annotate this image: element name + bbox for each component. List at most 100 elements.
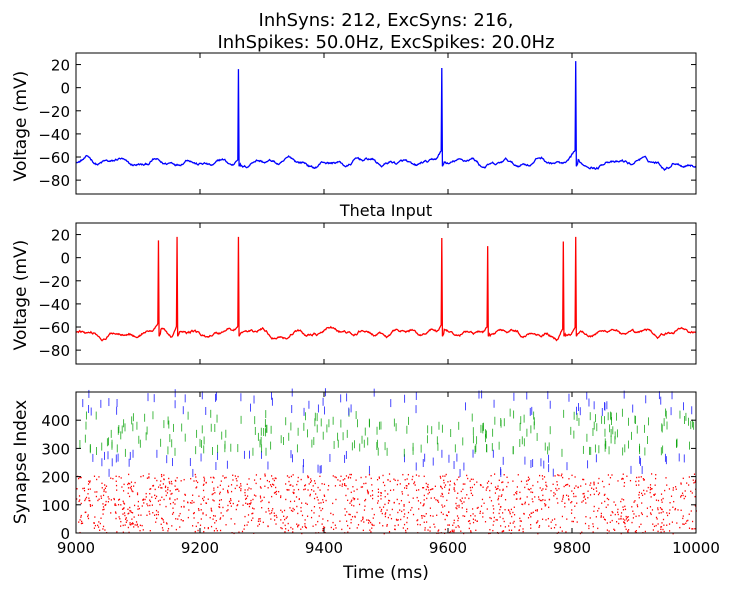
raster-spike-exc [80,522,83,525]
raster-spike-exc [600,512,602,515]
raster-spike-exc [407,511,410,514]
raster-spike-exc [320,502,322,504]
raster-spike-exc [425,513,427,515]
raster-spike-exc [571,490,573,492]
panel3-ytick-label: 200 [41,469,70,487]
raster-spike-exc [171,483,173,485]
panel1-ytick-label: 0 [60,80,70,98]
raster-spike-exc [212,499,214,501]
raster-spike-exc [389,480,391,483]
raster-spike-exc [448,488,450,490]
raster-spike-exc [293,492,295,494]
raster-spike-exc [167,488,169,491]
raster-spike-exc [139,529,141,532]
raster-spike-exc [267,507,270,510]
raster-spike-exc [666,524,668,526]
raster-spike-exc [628,529,630,531]
panel2-ylabel: Voltage (mV) [11,240,31,351]
raster-spike-exc [167,530,169,532]
raster-spike-exc [207,498,209,500]
raster-spike-exc [457,519,459,522]
raster-spike-exc [680,509,682,511]
raster-spike-exc [672,487,674,489]
raster-spike-exc [514,526,516,528]
raster-spike-exc [129,483,131,485]
raster-spike-exc [317,486,319,489]
raster-spike-exc [443,479,445,482]
raster-spike-exc [247,489,249,491]
raster-spike-exc [430,488,432,491]
raster-spike-exc [638,480,640,482]
raster-spike-exc [669,502,671,504]
raster-spike-exc [367,522,370,524]
raster-spike-exc [348,513,350,516]
raster-spike-exc [620,515,622,517]
raster-spike-exc [124,514,126,517]
raster-spike-exc [323,495,326,497]
raster-spike-exc [584,498,586,500]
raster-spike-exc [604,493,606,496]
raster-spike-exc [653,494,655,496]
raster-spike-exc [453,487,455,489]
raster-spike-exc [102,494,105,497]
raster-spike-exc [417,519,419,521]
raster-spike-exc [130,511,132,514]
raster-spike-exc [270,485,273,488]
raster-spike-exc [432,515,434,517]
raster-spike-exc [137,526,139,528]
raster-spike-exc [122,490,125,492]
raster-spike-exc [104,504,106,506]
raster-spike-exc [249,502,251,505]
raster-spike-exc [561,515,564,518]
raster-spike-exc [671,521,673,523]
raster-spike-exc [377,488,379,490]
raster-spike-exc [402,527,404,529]
raster-spike-exc [686,482,688,484]
raster-spike-exc [583,495,586,497]
raster-spike-exc [350,518,352,521]
raster-spike-exc [350,500,352,503]
raster-spike-exc [423,504,425,506]
raster-spike-exc [660,526,662,528]
raster-spike-exc [276,516,278,519]
raster-spike-exc [165,522,168,524]
raster-spike-exc [353,505,355,507]
raster-spike-exc [623,521,626,524]
raster-spike-exc [148,477,150,479]
raster-spike-exc [285,517,287,519]
raster-spike-exc [469,486,472,489]
raster-spike-exc [401,491,403,493]
panel2-ytick-label: 20 [51,227,70,245]
raster-spike-exc [123,512,126,514]
raster-spike-exc [305,502,307,504]
raster-spike-exc [297,526,299,528]
raster-spike-exc [225,476,227,479]
raster-spike-exc [285,498,287,501]
raster-spike-exc [509,522,511,524]
raster-spike-exc [624,519,626,521]
raster-spike-exc [484,521,487,523]
raster-spike-exc [437,530,439,532]
raster-spike-exc [576,502,578,504]
raster-spike-exc [455,502,457,505]
raster-spike-exc [660,499,663,501]
raster-spike-exc [105,485,108,487]
raster-spike-exc [313,506,316,508]
raster-spike-exc [93,475,96,477]
raster-spike-exc [677,509,679,511]
raster-spike-exc [362,517,364,519]
raster-spike-exc [500,495,502,497]
raster-spike-exc [149,530,151,532]
raster-spike-exc [531,491,534,494]
raster-spike-exc [592,525,594,528]
raster-spike-exc [451,530,454,533]
raster-spike-exc [133,516,135,518]
raster-spike-exc [608,530,610,532]
voltage-panel-top: Voltage (mV) 200−20−40−60−80 [11,52,697,195]
raster-spike-exc [259,478,262,480]
raster-spike-exc [490,474,492,477]
raster-spike-exc [175,528,177,531]
raster-spike-exc [566,518,568,520]
raster-spike-exc [663,524,665,526]
raster-spike-exc [152,485,154,487]
